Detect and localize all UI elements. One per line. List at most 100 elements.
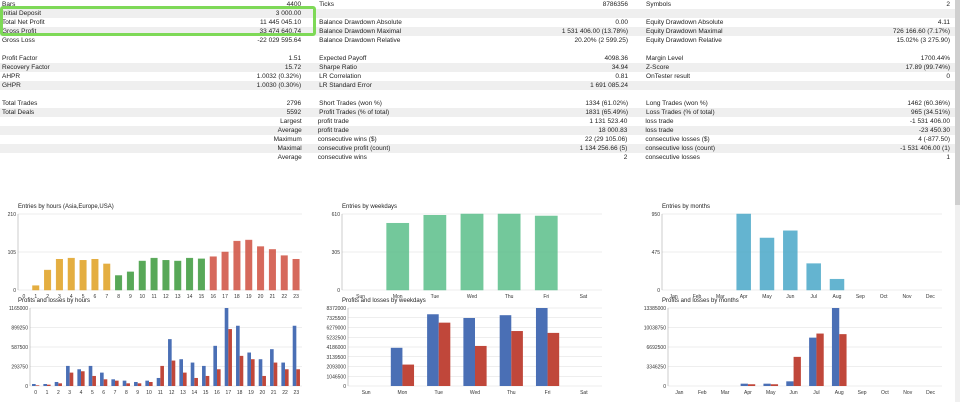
value-cell: 1 <box>946 154 950 161</box>
label-cell: loss trade <box>645 118 674 125</box>
x-tick-label: May <box>766 390 776 396</box>
x-tick-label: Jan <box>670 294 678 300</box>
summary-row: Total Net Profit 11 445 045.10 Balance Dra… <box>0 18 960 27</box>
value-cell: 1334 (61.02%) <box>585 100 629 107</box>
label-cell: Total Trades <box>2 100 38 107</box>
chart-title: Entries by weekdays <box>342 204 398 210</box>
profit-bar <box>168 339 172 386</box>
x-tick-label: Jan <box>675 390 683 396</box>
value-cell: 18 000.83 <box>598 127 628 134</box>
value-cell: Average <box>277 154 302 161</box>
loss-bar <box>58 383 62 386</box>
loss-bar <box>296 369 300 386</box>
entry-bar <box>103 263 111 291</box>
x-tick-label: Aug <box>833 294 842 300</box>
label-cell: Bars <box>2 1 16 8</box>
profit-bar <box>145 380 149 386</box>
value-cell: -1 531 406.00 (1) <box>900 145 950 152</box>
loss-bar <box>747 384 756 386</box>
loss-bar <box>103 379 108 386</box>
x-tick-label: 3 <box>58 294 61 300</box>
x-tick-label: Mon <box>398 390 408 396</box>
y-tick-label: 0 <box>13 288 16 294</box>
x-tick-label: 19 <box>246 294 252 300</box>
value-cell <box>827 9 960 18</box>
profit-bar <box>390 347 403 386</box>
value-cell: Average <box>277 127 302 134</box>
entry-bar <box>386 222 410 291</box>
x-tick-label: Thu <box>505 294 514 300</box>
entry-bar <box>126 271 134 291</box>
label-cell: Profit Trades (% of total) <box>319 109 390 116</box>
x-tick-label: 0 <box>34 390 37 396</box>
label-cell <box>636 81 827 90</box>
x-tick-label: Mar <box>721 390 730 396</box>
label-cell: OnTester result <box>646 73 691 80</box>
value-cell: 965 (34.51%) <box>910 109 951 116</box>
x-tick-label: Mar <box>716 294 725 300</box>
x-tick-label: 15 <box>199 294 205 300</box>
label-cell: Balance Drawdown Maximal <box>319 28 402 35</box>
summary-row: Total Trades 2796 Short Trades (won %) 1334… <box>0 99 960 108</box>
y-tick-label: 950 <box>652 212 661 218</box>
summary-row: AHPR 1.0032 (0.32%) LR Correlation 0.81 OnTe… <box>0 72 960 81</box>
y-tick-label: 10038750 <box>644 326 666 332</box>
y-tick-label: 4186000 <box>327 345 347 351</box>
entry-bar <box>245 239 253 291</box>
x-tick-label: Dec <box>926 390 935 396</box>
label-cell: consecutive losses ($) <box>645 136 710 143</box>
profit-bar <box>740 383 748 386</box>
x-tick-label: 3 <box>68 390 71 396</box>
x-tick-label: 19 <box>248 390 254 396</box>
x-tick-label: Fri <box>545 390 551 396</box>
report-summary-table: Bars 4400 Ticks 8786356 Symbols 2 Initial Depo… <box>0 0 960 162</box>
vertical-scrollbar[interactable] <box>955 0 960 402</box>
x-tick-label: 10 <box>139 294 145 300</box>
value-cell: 4098.36 <box>604 55 629 62</box>
loss-bar <box>251 359 255 386</box>
summary-row: Initial Deposit 3 000.00 <box>0 9 960 18</box>
y-tick-label: 7325500 <box>327 316 347 322</box>
scrollbar-thumb[interactable] <box>955 0 960 205</box>
profit-bar <box>111 379 115 386</box>
entry-bar <box>32 285 40 291</box>
profit-bar <box>88 365 93 386</box>
label-cell: Equity Drawdown Relative <box>646 37 722 44</box>
label-cell: Gross Profit <box>2 28 37 35</box>
entry-bar <box>162 260 170 291</box>
entry-bar <box>736 213 751 291</box>
value-cell: 2796 <box>286 100 302 107</box>
entry-bar <box>806 263 821 291</box>
x-tick-label: Jul <box>810 294 816 300</box>
chart-title: Profits and losses by hours <box>18 298 91 304</box>
x-tick-label: 4 <box>80 390 83 396</box>
x-tick-label: 12 <box>169 390 175 396</box>
label-cell <box>0 153 140 162</box>
profit-bar <box>427 314 439 386</box>
label-cell <box>0 126 140 135</box>
value-cell <box>525 9 636 18</box>
loss-bar <box>217 369 221 386</box>
y-tick-label: 6279000 <box>327 326 347 332</box>
profit-bar <box>281 362 285 386</box>
label-cell: Ticks <box>319 1 335 8</box>
value-cell: -22 029 595.64 <box>257 37 302 44</box>
profit-bar <box>831 308 840 386</box>
label-cell <box>309 9 525 18</box>
x-tick-label: 2 <box>46 294 49 300</box>
summary-row: Gross Loss -22 029 595.64 Balance Drawdown… <box>0 36 960 45</box>
label-cell: Total Deals <box>2 109 35 116</box>
y-tick-label: 293750 <box>11 365 28 371</box>
profit-bar <box>247 352 251 386</box>
label-cell: loss trade <box>645 127 674 134</box>
x-tick-label: Wed <box>467 294 477 300</box>
x-tick-label: 2 <box>57 390 60 396</box>
value-cell: -1 531 406.00 <box>909 118 950 125</box>
profit-bar <box>77 369 81 386</box>
entry-bar <box>829 278 845 291</box>
profit-bar <box>236 325 240 386</box>
x-tick-label: 1 <box>34 294 37 300</box>
label-cell: consecutive wins ($) <box>317 136 377 143</box>
